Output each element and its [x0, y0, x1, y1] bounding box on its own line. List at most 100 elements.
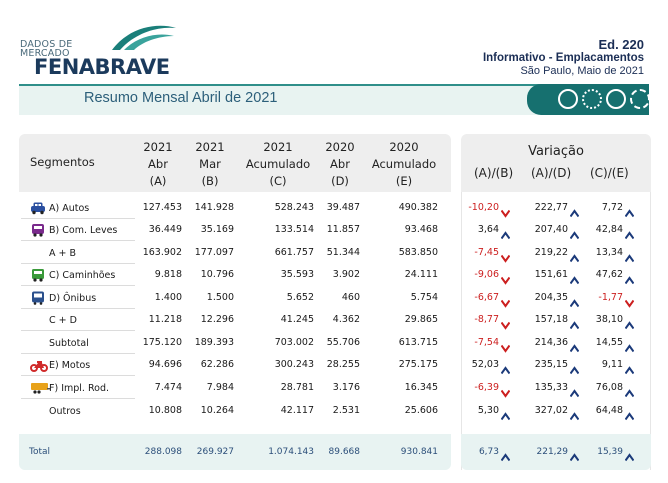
- segment-value: 62.286: [200, 359, 234, 370]
- trailer-icon: [30, 380, 50, 394]
- arrow-down-icon: [500, 315, 511, 330]
- segment-label: D) Ônibus: [49, 293, 97, 304]
- total-value: 930.841: [400, 447, 438, 457]
- variation-value: -1,77: [598, 292, 623, 303]
- arrow-up-icon: [624, 338, 635, 353]
- segment-value: 1.400: [154, 292, 182, 303]
- segment-value: 10.808: [148, 405, 182, 416]
- row-divider: [21, 398, 135, 399]
- wheel-icon: [630, 89, 650, 109]
- variation-value: -9,06: [474, 269, 499, 280]
- variation-col-ce: (C)/(E): [590, 166, 629, 180]
- wheel-icon: [582, 89, 602, 109]
- segment-value: 163.902: [142, 247, 182, 258]
- segments-header: Segmentos: [30, 155, 95, 169]
- segment-value: 12.296: [200, 314, 234, 325]
- arrow-down-icon: [500, 383, 511, 398]
- table-row: A) Autos 127.453 141.928 528.243 39.487 490.3…: [19, 197, 651, 219]
- bus-icon: [30, 290, 46, 305]
- total-variation-value: 221,29: [536, 447, 569, 457]
- fenabrave-logo: DADOS DE MERCADO FENABRAVE: [18, 22, 193, 82]
- arrow-up-icon: [569, 360, 580, 375]
- arrow-up-icon: [624, 225, 635, 240]
- variation-value: -8,77: [474, 314, 499, 325]
- table-row: F) Impl. Rod. 7.474 7.984 28.781 3.176 16.345…: [19, 377, 651, 399]
- segment-value: 16.345: [404, 382, 438, 393]
- segment-value: 300.243: [274, 359, 314, 370]
- car-icon: [30, 200, 46, 215]
- logo-wordmark: FENABRAVE: [34, 55, 170, 79]
- segment-value: 35.169: [200, 224, 234, 235]
- row-divider: [21, 218, 135, 219]
- segment-value: 25.606: [404, 405, 438, 416]
- variation-value: -6,39: [474, 382, 499, 393]
- variation-header-bg: [461, 134, 651, 192]
- variation-value: 157,18: [534, 314, 568, 325]
- segment-value: 10.264: [200, 405, 234, 416]
- arrow-up-icon: [624, 203, 635, 218]
- report-location-date: São Paulo, Maio de 2021: [520, 65, 644, 77]
- segment-value: 528.243: [274, 202, 314, 213]
- segment-value: 490.382: [398, 202, 438, 213]
- total-variation-value: 6,73: [478, 447, 499, 457]
- variation-value: 3,64: [477, 224, 499, 235]
- segment-value: 28.255: [326, 359, 360, 370]
- variation-value: 207,40: [534, 224, 568, 235]
- row-divider: [21, 308, 135, 309]
- segment-value: 583.850: [398, 247, 438, 258]
- arrow-up-icon: [569, 383, 580, 398]
- column-header: 2021 Abr (A): [143, 140, 173, 188]
- segment-value: 29.865: [404, 314, 438, 325]
- variation-value: 9,11: [601, 359, 623, 370]
- segment-label: Outros: [49, 406, 81, 417]
- variation-value: 76,08: [595, 382, 623, 393]
- van-icon: [30, 222, 46, 237]
- table-row: B) Com. Leves 36.449 35.169 133.514 11.857 93…: [19, 219, 651, 241]
- segment-value: 11.218: [148, 314, 182, 325]
- variation-value: 42,84: [595, 224, 623, 235]
- arrow-down-icon: [500, 270, 511, 285]
- arrow-up-icon: [500, 225, 511, 240]
- variation-value: 13,34: [595, 247, 623, 258]
- segment-value: 7.474: [154, 382, 182, 393]
- segment-value: 11.857: [326, 224, 360, 235]
- segment-value: 39.487: [326, 202, 360, 213]
- variation-value: 151,61: [534, 269, 568, 280]
- truck-icon: [30, 267, 46, 282]
- total-variation-value: 15,39: [597, 447, 623, 457]
- segment-label: A) Autos: [49, 203, 90, 214]
- table-row: Subtotal 175.120 189.393 703.002 55.706 613.7…: [19, 332, 651, 354]
- variation-value: 219,22: [534, 247, 568, 258]
- segment-label: Subtotal: [49, 338, 89, 349]
- segment-value: 28.781: [280, 382, 314, 393]
- arrow-up-icon: [500, 406, 511, 421]
- column-header: 2021 Mar (B): [195, 140, 225, 188]
- segment-value: 5.754: [410, 292, 438, 303]
- table-row: Outros 10.808 10.264 42.117 2.531 25.606 5,30 3…: [19, 400, 651, 422]
- variation-value: -7,45: [474, 247, 499, 258]
- total-row-bg: [19, 434, 451, 470]
- arrow-up-icon: [569, 248, 580, 263]
- segment-value: 10.796: [200, 269, 234, 280]
- segment-value: 3.176: [332, 382, 360, 393]
- total-label: Total: [29, 447, 51, 457]
- variation-value: 5,30: [477, 405, 499, 416]
- arrow-up-icon: [569, 203, 580, 218]
- variation-value: -10,20: [468, 202, 499, 213]
- segment-label: F) Impl. Rod.: [49, 383, 109, 394]
- row-divider: [21, 353, 135, 354]
- segment-value: 177.097: [194, 247, 234, 258]
- total-variation-bg: [461, 434, 651, 470]
- segment-value: 3.902: [332, 269, 360, 280]
- arrow-up-icon: [624, 406, 635, 421]
- segment-value: 4.362: [332, 314, 360, 325]
- segment-value: 1.500: [206, 292, 234, 303]
- variation-col-ad: (A)/(D): [531, 166, 572, 180]
- arrow-up-icon: [569, 406, 580, 421]
- arrow-up-icon: [624, 447, 635, 462]
- arrow-up-icon: [500, 447, 511, 462]
- segment-value: 661.757: [274, 247, 314, 258]
- table-header-bg: [19, 134, 451, 192]
- table-row: C) Caminhões 9.818 10.796 35.593 3.902 24.111…: [19, 264, 651, 286]
- segment-value: 41.245: [280, 314, 314, 325]
